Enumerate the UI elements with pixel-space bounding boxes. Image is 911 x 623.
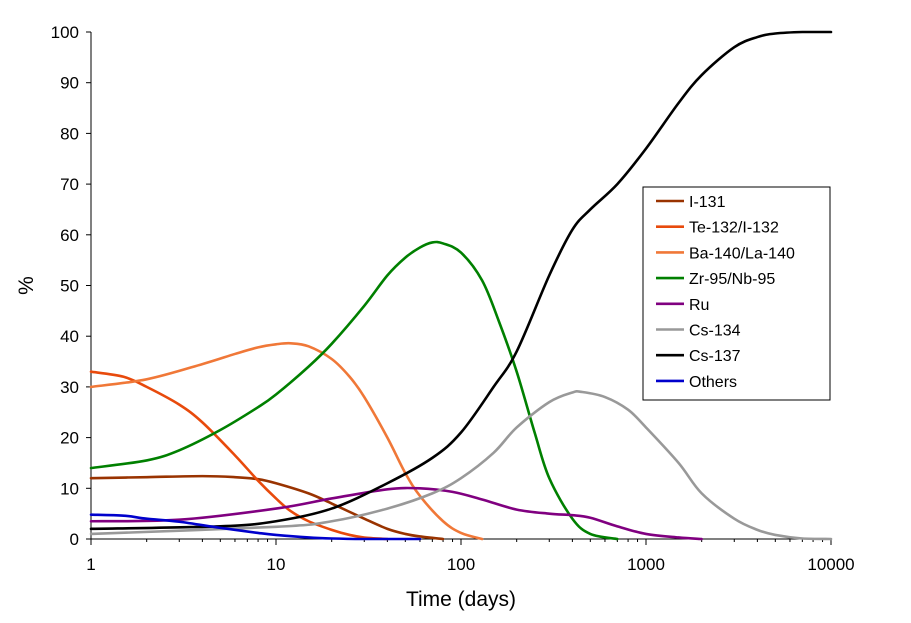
series-lines <box>89 30 833 541</box>
y-tick-label: 30 <box>60 378 79 397</box>
x-tick-label: 1000 <box>627 555 665 574</box>
y-tick-label: 40 <box>60 327 79 346</box>
series-line-zr-95-nb-95 <box>89 240 619 541</box>
y-tick-label: 90 <box>60 74 79 93</box>
x-axis-title: Time (days) <box>406 588 516 611</box>
y-tick-label: 80 <box>60 124 79 143</box>
legend-label-ru: Ru <box>689 297 709 314</box>
legend-label-ba-140-la-140: Ba-140/La-140 <box>689 245 795 262</box>
x-ticks: 1 10 100 1000 10000 <box>86 539 855 574</box>
legend-label-cs-137: Cs-137 <box>689 348 741 365</box>
y-tick-label: 100 <box>51 23 79 42</box>
y-tick-label: 60 <box>60 226 79 245</box>
y-tick-label: 50 <box>60 277 79 296</box>
x-tick-label: 100 <box>447 555 475 574</box>
x-tick-label: 10 <box>267 555 286 574</box>
y-axis-title: % <box>15 276 38 295</box>
series-line-te-132-i-132 <box>89 370 389 541</box>
y-tick-label: 0 <box>70 530 79 549</box>
series-line-i-131 <box>89 474 445 541</box>
y-tick-label: 70 <box>60 175 79 194</box>
legend-label-cs-134: Cs-134 <box>689 323 741 340</box>
legend-label-others: Others <box>689 374 737 391</box>
series-line-ba-140-la-140 <box>89 341 484 541</box>
series-line-ru <box>89 486 703 541</box>
x-tick-label: 1 <box>86 555 95 574</box>
legend-label-zr-95-nb-95: Zr-95/Nb-95 <box>689 271 775 288</box>
y-ticks: 0 10 20 30 40 50 60 70 80 90 100 <box>51 23 91 549</box>
x-tick-label: 10000 <box>807 555 854 574</box>
y-tick-label: 10 <box>60 479 79 498</box>
series-line-cs-134 <box>89 390 833 541</box>
legend-box <box>642 186 831 401</box>
legend: I-131 Te-132/I-132 Ba-140/La-140 Zr-95/Nb-9… <box>642 186 831 401</box>
y-tick-label: 20 <box>60 429 79 448</box>
legend-label-i-131: I-131 <box>689 194 726 211</box>
series-line-cs-137 <box>89 30 833 531</box>
legend-label-te-132-i-132: Te-132/I-132 <box>689 220 779 237</box>
series-line-others <box>89 513 422 541</box>
